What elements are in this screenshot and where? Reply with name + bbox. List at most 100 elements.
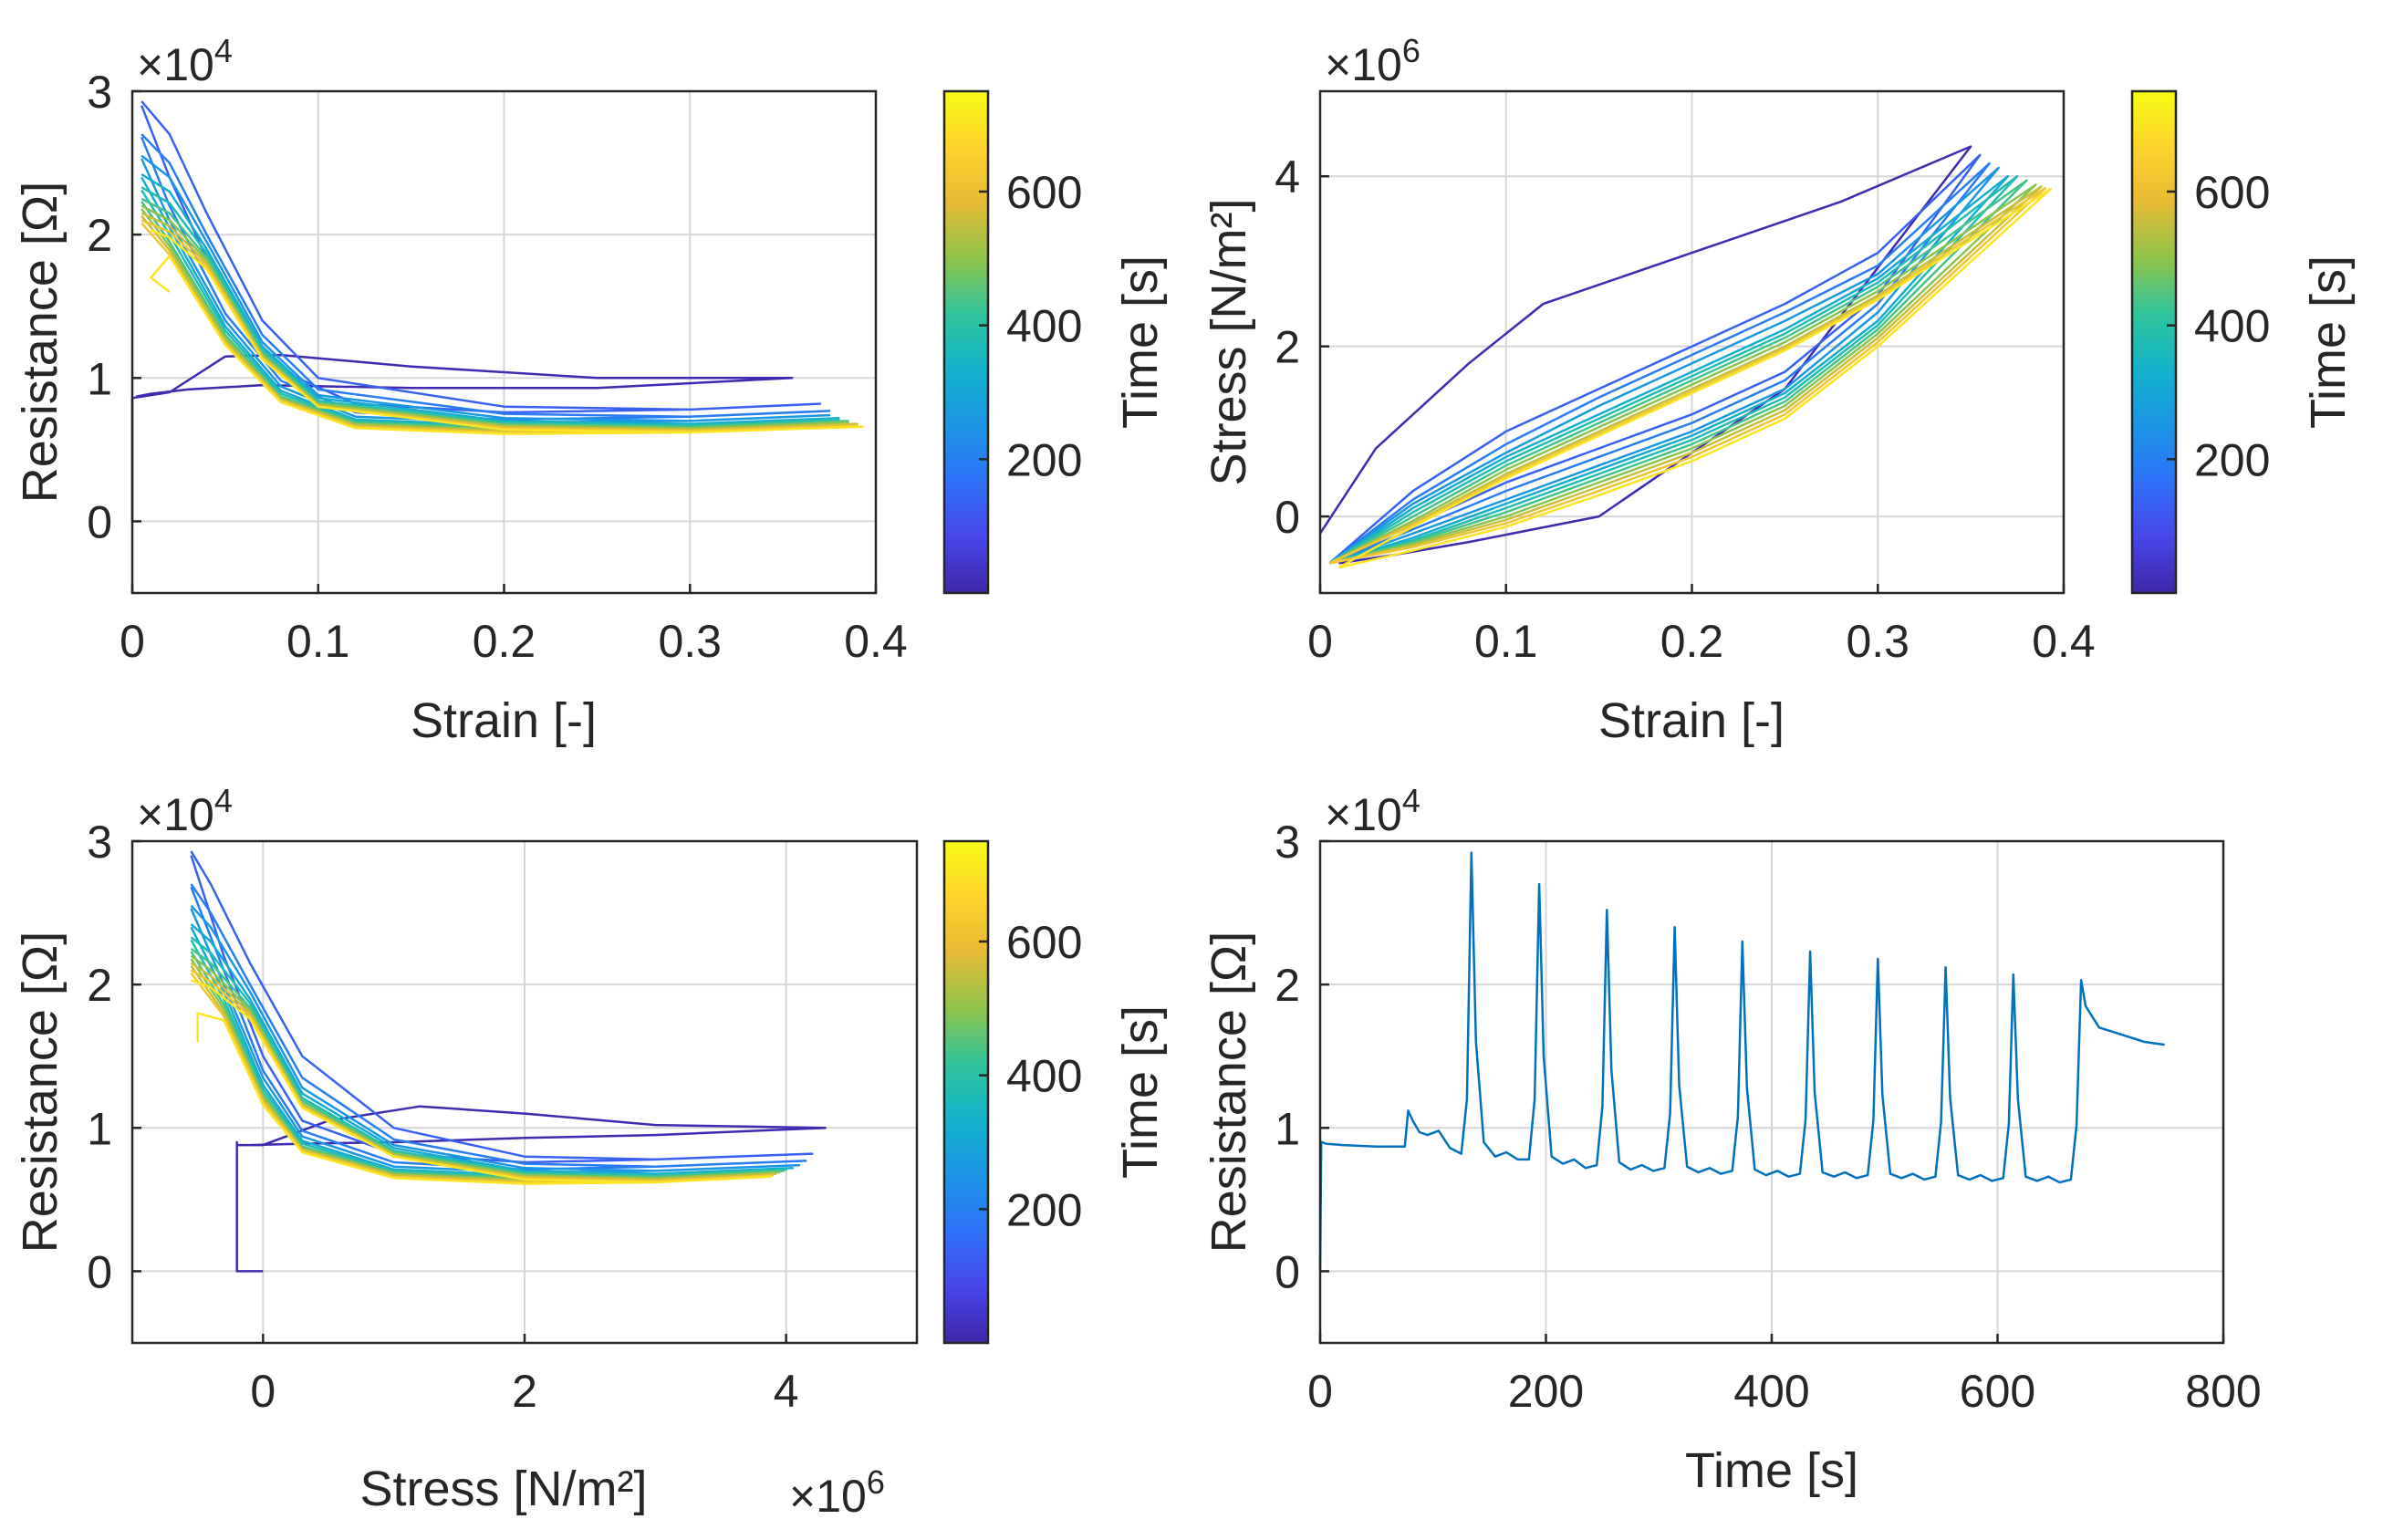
p3-colorbar-tick-label: 600	[1006, 917, 1082, 968]
p1-colorbar-label: Time [s]	[1113, 255, 1168, 429]
p3-series-cycle-7	[190, 947, 786, 1180]
p4-x-tick-label: 0	[1307, 1366, 1333, 1417]
p3-y-tick-label: 2	[87, 960, 112, 1011]
p1-series-cycle-9	[140, 212, 859, 432]
p3-data	[190, 850, 827, 1273]
p1-colorbar-tick-label: 600	[1006, 167, 1082, 218]
p4-y-label: Resistance [Ω]	[1202, 931, 1256, 1254]
p2-y-exponent-prefix: ×10	[1325, 39, 1402, 90]
panel-bottom-left: 0 2 4 3 2 1 0 ×104 ×106 Stress [N/m²] Resistan…	[13, 782, 1168, 1522]
p1-colorbar	[944, 91, 988, 593]
p2-series-cycle-8	[1328, 183, 2037, 565]
p1-y-tick-label: 2	[87, 210, 112, 261]
p3-colorbar-tick-label: 200	[1006, 1184, 1082, 1235]
p4-x-tick-label: 200	[1508, 1366, 1584, 1417]
p4-data	[1318, 851, 2165, 1272]
p3-y-tick-label: 3	[87, 817, 112, 868]
p2-colorbar-tick-label: 200	[2194, 434, 2270, 485]
p3-series-cycle-5	[190, 923, 795, 1177]
p1-colorbar-tick-label: 400	[1006, 301, 1082, 352]
p4-x-label: Time [s]	[1685, 1443, 1858, 1498]
p2-series-cycle-7	[1328, 179, 2028, 565]
p2-y-exponent: ×106	[1325, 32, 1420, 90]
p2-series-cycle-3	[1328, 161, 1991, 565]
p3-y-exponent: ×104	[137, 782, 233, 840]
p2-series-cycle-4	[1328, 166, 2000, 565]
p4-x-tick-label: 600	[1960, 1366, 2035, 1417]
p4-ticks: 0 200 400 600 800 3 2 1 0	[1275, 817, 2262, 1417]
p3-x-exponent-prefix: ×10	[789, 1471, 867, 1522]
p1-x-tick-label: 0.4	[844, 616, 908, 667]
p4-x-tick-label: 400	[1733, 1366, 1809, 1417]
p1-ticks: 0 0.1 0.2 0.3 0.4 3 2 1 0	[87, 67, 908, 667]
p2-series-cycle-10	[1328, 187, 2046, 565]
p1-series-cycle-3	[140, 133, 831, 421]
p2-x-tick-label: 0.4	[2032, 616, 2096, 667]
p1-series-cycle-6	[140, 186, 840, 428]
p2-y-exponent-power: 6	[1402, 32, 1420, 69]
p2-data	[1318, 145, 2052, 569]
p2-colorbar-tick-label: 600	[2194, 167, 2270, 218]
p3-x-tick-label: 0	[250, 1366, 276, 1417]
p2-x-tick-label: 0.2	[1660, 616, 1724, 667]
p3-x-label: Stress [N/m²]	[359, 1462, 647, 1516]
panel-bottom-right: 0 200 400 600 800 3 2 1 0 ×104 Time [s] Resistan…	[1202, 782, 2262, 1498]
p3-colorbar	[944, 841, 988, 1343]
p4-x-tick-label: 800	[2185, 1366, 2261, 1417]
p1-x-tick-label: 0.1	[286, 616, 350, 667]
p2-series-cycle-6	[1328, 174, 2019, 565]
p1-series-cycle-5	[140, 173, 840, 427]
p3-y-tick-label: 1	[87, 1103, 112, 1154]
p2-colorbar-label: Time [s]	[2301, 255, 2356, 429]
p2-x-tick-label: 0	[1307, 616, 1333, 667]
p3-series-cycle-10	[190, 969, 775, 1184]
p4-y-tick-label: 1	[1275, 1103, 1300, 1154]
p3-series-cycle-11	[191, 979, 772, 1185]
p1-series-cycle-1	[130, 353, 794, 522]
p3-y-exponent-prefix: ×10	[137, 789, 214, 840]
p1-colorbar-frame	[942, 89, 990, 595]
p1-series-cycle-2	[140, 100, 822, 414]
p2-ticks: 0 0.1 0.2 0.3 0.4 4 2 0	[1275, 151, 2096, 667]
p1-y-tick-label: 1	[87, 353, 112, 404]
p1-series-cycle-8	[140, 204, 849, 432]
p3-colorbar-tick-label: 400	[1006, 1051, 1082, 1102]
p3-y-tick-label: 0	[87, 1246, 112, 1297]
p2-colorbar-ticks: 600 400 200	[2167, 167, 2270, 485]
p3-series-cycle-4	[190, 904, 801, 1174]
p3-series-cycle-8	[190, 954, 781, 1181]
p1-data	[130, 100, 864, 522]
p2-y-tick-label: 0	[1275, 492, 1300, 543]
p2-series-cycle-5	[1328, 174, 2010, 565]
p3-colorbar-frame	[942, 839, 990, 1345]
p2-series-cycle-9	[1328, 185, 2043, 565]
p2-x-tick-label: 0.1	[1474, 616, 1538, 667]
p3-series-cycle-2	[190, 850, 814, 1164]
p1-colorbar-tick-label: 200	[1006, 434, 1082, 485]
p2-series-cycle-2	[1328, 153, 1982, 565]
p4-series-resistance	[1318, 851, 2165, 1272]
p3-colorbar-label: Time [s]	[1113, 1005, 1168, 1179]
p3-x-tick-label: 2	[512, 1366, 537, 1417]
p1-y-exponent: ×104	[137, 32, 233, 90]
p2-colorbar	[2132, 91, 2176, 593]
p3-y-label: Resistance [Ω]	[13, 931, 68, 1254]
p1-x-tick-label: 0.3	[658, 616, 722, 667]
p3-series-cycle-9	[190, 962, 777, 1182]
p2-series-cycle-1	[1318, 145, 1972, 565]
p4-y-tick-label: 2	[1275, 960, 1300, 1011]
p1-y-label: Resistance [Ω]	[13, 182, 68, 504]
p3-x-tick-label: 4	[774, 1366, 799, 1417]
p4-y-exponent-power: 4	[1402, 782, 1420, 819]
p1-y-tick-label: 0	[87, 496, 112, 547]
p3-series-cycle-3	[190, 883, 807, 1171]
p3-colorbar-ticks: 600 400 200	[979, 917, 1082, 1235]
p2-colorbar-tick-label: 400	[2194, 301, 2270, 352]
p4-y-exponent-prefix: ×10	[1325, 789, 1402, 840]
p1-series-cycle-7	[140, 197, 849, 430]
p3-series-cycle-6	[190, 936, 787, 1178]
p3-series-cycle-1	[235, 1105, 827, 1273]
p4-y-tick-label: 0	[1275, 1246, 1300, 1297]
p3-x-exponent: ×106	[789, 1463, 885, 1522]
